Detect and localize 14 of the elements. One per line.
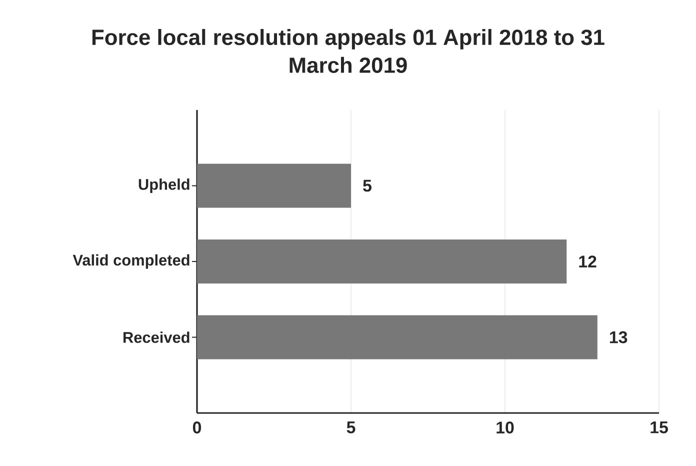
bar xyxy=(197,315,598,360)
x-tick-label: 5 xyxy=(346,422,356,434)
y-tick-label: Valid completed xyxy=(72,254,190,269)
bar xyxy=(197,164,352,208)
x-tick-label: 0 xyxy=(192,422,202,434)
data-label: 13 xyxy=(610,331,628,344)
data-label: 5 xyxy=(363,180,372,192)
y-tick-label: Upheld xyxy=(138,178,190,193)
x-tick-label: 15 xyxy=(650,422,668,434)
x-tick-label: 10 xyxy=(496,422,514,434)
bar xyxy=(197,240,567,284)
chart-title: Force local resolution appeals 01 April 2018 to 31 March 2019 xyxy=(92,28,604,73)
data-label: 12 xyxy=(579,256,596,268)
y-tick-label: Received xyxy=(124,332,190,343)
